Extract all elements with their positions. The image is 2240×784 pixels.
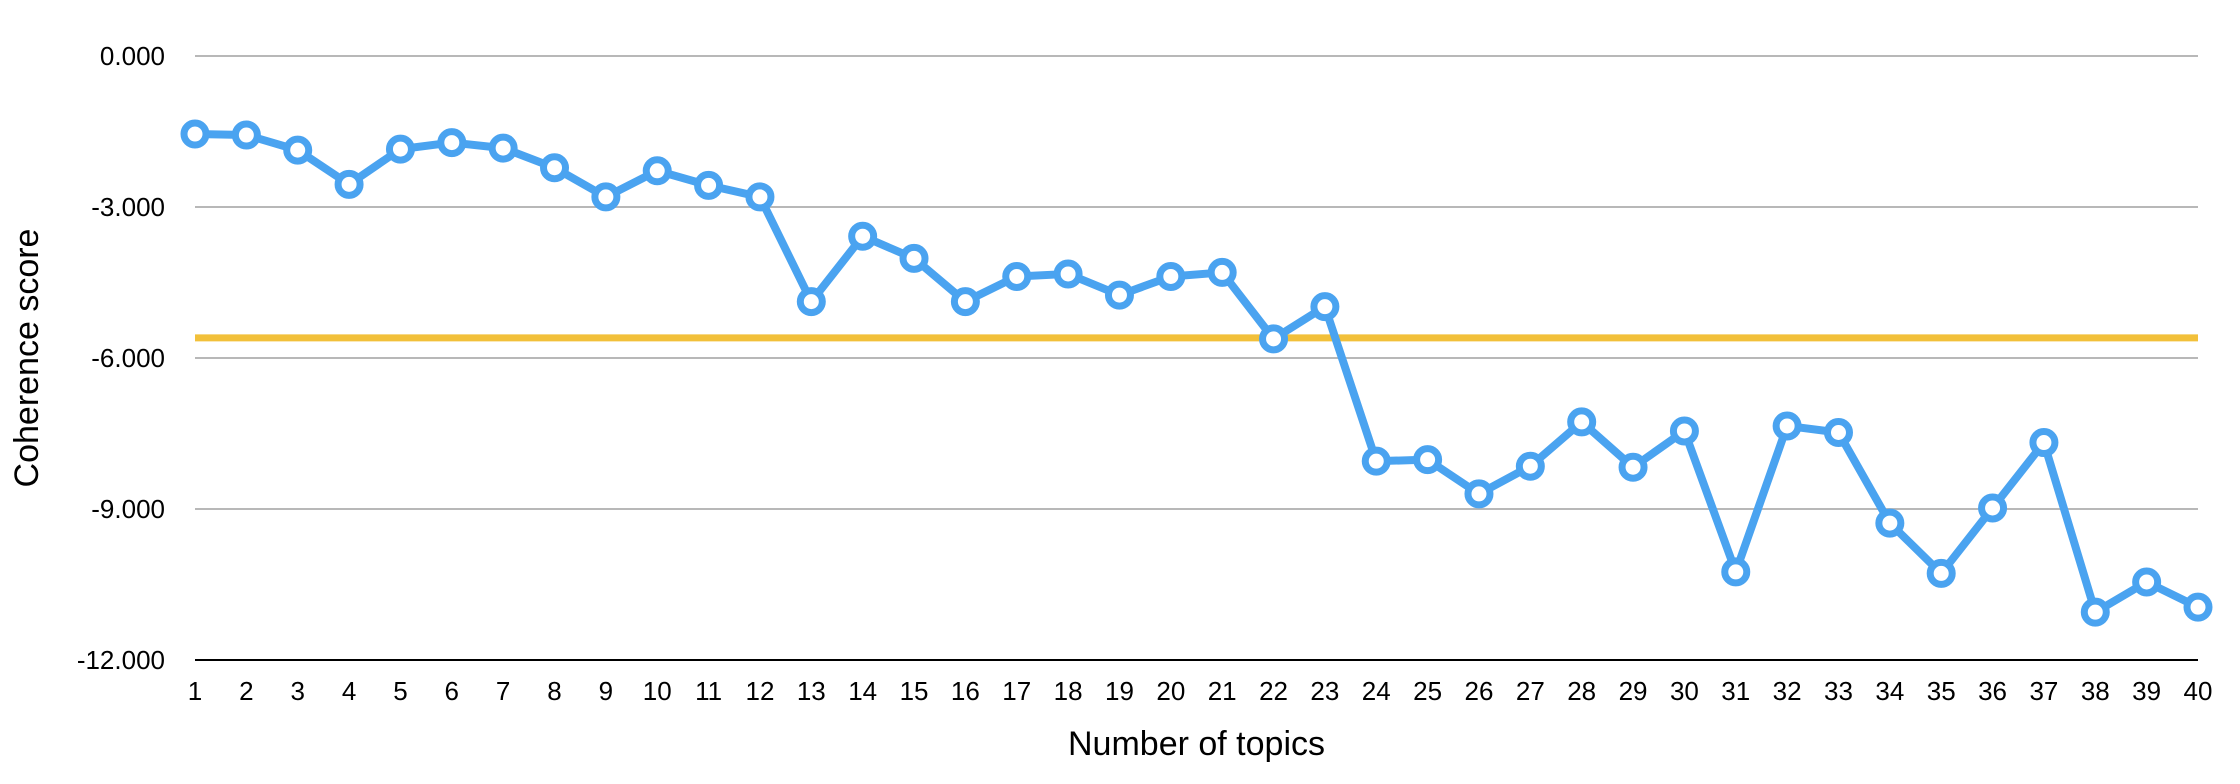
x-tick-label: 18 bbox=[1054, 676, 1083, 706]
gridlines bbox=[195, 55, 2198, 510]
x-axis-ticks: 1 2 3 4 5 6 7 8 9 10 11 12 13 14 15 16 17 18 19 20 21 22 23 24 2… bbox=[188, 676, 2213, 706]
y-tick-label: -6.000 bbox=[91, 343, 165, 373]
data-point bbox=[848, 221, 878, 251]
y-tick-label: 0.000 bbox=[100, 41, 165, 71]
x-tick-label: 26 bbox=[1465, 676, 1494, 706]
x-tick-label: 27 bbox=[1516, 676, 1545, 706]
data-point bbox=[283, 135, 313, 165]
data-point bbox=[1310, 292, 1340, 322]
data-point bbox=[334, 169, 364, 199]
x-tick-label: 10 bbox=[643, 676, 672, 706]
data-point bbox=[1002, 261, 1032, 291]
x-tick-label: 13 bbox=[797, 676, 826, 706]
x-tick-label: 34 bbox=[1875, 676, 1904, 706]
data-point bbox=[1515, 451, 1545, 481]
x-tick-label: 5 bbox=[393, 676, 407, 706]
x-tick-label: 8 bbox=[547, 676, 561, 706]
data-point bbox=[1823, 417, 1853, 447]
y-tick-label: -3.000 bbox=[91, 192, 165, 222]
data-point bbox=[1464, 479, 1494, 509]
x-tick-label: 20 bbox=[1156, 676, 1185, 706]
x-tick-label: 40 bbox=[2184, 676, 2213, 706]
data-point bbox=[2132, 567, 2162, 597]
data-point bbox=[642, 156, 672, 186]
data-point bbox=[1156, 261, 1186, 291]
data-point bbox=[745, 182, 775, 212]
x-tick-label: 9 bbox=[599, 676, 613, 706]
x-tick-label: 17 bbox=[1002, 676, 1031, 706]
data-point bbox=[1567, 407, 1597, 437]
data-point bbox=[1875, 508, 1905, 538]
x-tick-label: 29 bbox=[1619, 676, 1648, 706]
x-tick-label: 22 bbox=[1259, 676, 1288, 706]
x-tick-label: 35 bbox=[1927, 676, 1956, 706]
x-tick-label: 23 bbox=[1310, 676, 1339, 706]
data-point bbox=[694, 170, 724, 200]
y-axis-title: Coherence score bbox=[8, 229, 46, 488]
x-tick-label: 7 bbox=[496, 676, 510, 706]
data-point bbox=[231, 120, 261, 150]
data-point bbox=[1772, 411, 1802, 441]
x-tick-label: 16 bbox=[951, 676, 980, 706]
data-point bbox=[1104, 280, 1134, 310]
y-tick-label: -12.000 bbox=[77, 645, 165, 675]
x-tick-label: 28 bbox=[1567, 676, 1596, 706]
data-point bbox=[1669, 416, 1699, 446]
x-tick-label: 30 bbox=[1670, 676, 1699, 706]
x-tick-label: 39 bbox=[2132, 676, 2161, 706]
x-tick-label: 4 bbox=[342, 676, 356, 706]
data-point bbox=[1926, 558, 1956, 588]
data-point bbox=[385, 134, 415, 164]
x-tick-label: 1 bbox=[188, 676, 202, 706]
x-tick-label: 36 bbox=[1978, 676, 2007, 706]
x-tick-label: 37 bbox=[2029, 676, 2058, 706]
x-tick-label: 12 bbox=[745, 676, 774, 706]
series-line bbox=[191, 130, 2202, 617]
x-tick-label: 24 bbox=[1362, 676, 1391, 706]
data-point bbox=[540, 153, 570, 183]
data-point bbox=[1053, 259, 1083, 289]
data-point bbox=[1721, 557, 1751, 587]
data-points bbox=[180, 119, 2213, 627]
data-point bbox=[899, 243, 929, 273]
data-point bbox=[1207, 257, 1237, 287]
data-point bbox=[1259, 324, 1289, 354]
x-tick-label: 3 bbox=[290, 676, 304, 706]
data-point bbox=[2183, 592, 2213, 622]
x-tick-label: 32 bbox=[1773, 676, 1802, 706]
data-point bbox=[180, 119, 210, 149]
x-tick-label: 11 bbox=[695, 676, 722, 706]
data-point bbox=[437, 128, 467, 158]
data-point bbox=[488, 133, 518, 163]
data-point bbox=[1413, 445, 1443, 475]
data-point bbox=[1618, 452, 1648, 482]
x-tick-label: 2 bbox=[239, 676, 253, 706]
x-tick-label: 15 bbox=[900, 676, 929, 706]
x-axis-title: Number of topics bbox=[1068, 725, 1325, 763]
data-point bbox=[796, 287, 826, 317]
data-point bbox=[591, 182, 621, 212]
data-point bbox=[2080, 597, 2110, 627]
x-tick-label: 38 bbox=[2081, 676, 2110, 706]
data-point bbox=[950, 287, 980, 317]
x-tick-label: 25 bbox=[1413, 676, 1442, 706]
x-tick-label: 14 bbox=[848, 676, 877, 706]
data-point bbox=[2029, 428, 2059, 458]
y-axis-ticks: 0.000 -3.000 -6.000 -9.000 -12.000 bbox=[77, 41, 165, 675]
x-tick-label: 33 bbox=[1824, 676, 1853, 706]
data-point bbox=[1361, 446, 1391, 476]
y-tick-label: -9.000 bbox=[91, 494, 165, 524]
x-tick-label: 19 bbox=[1105, 676, 1134, 706]
data-point bbox=[1978, 493, 2008, 523]
x-tick-label: 31 bbox=[1721, 676, 1750, 706]
x-tick-label: 6 bbox=[445, 676, 459, 706]
x-tick-label: 21 bbox=[1208, 676, 1237, 706]
